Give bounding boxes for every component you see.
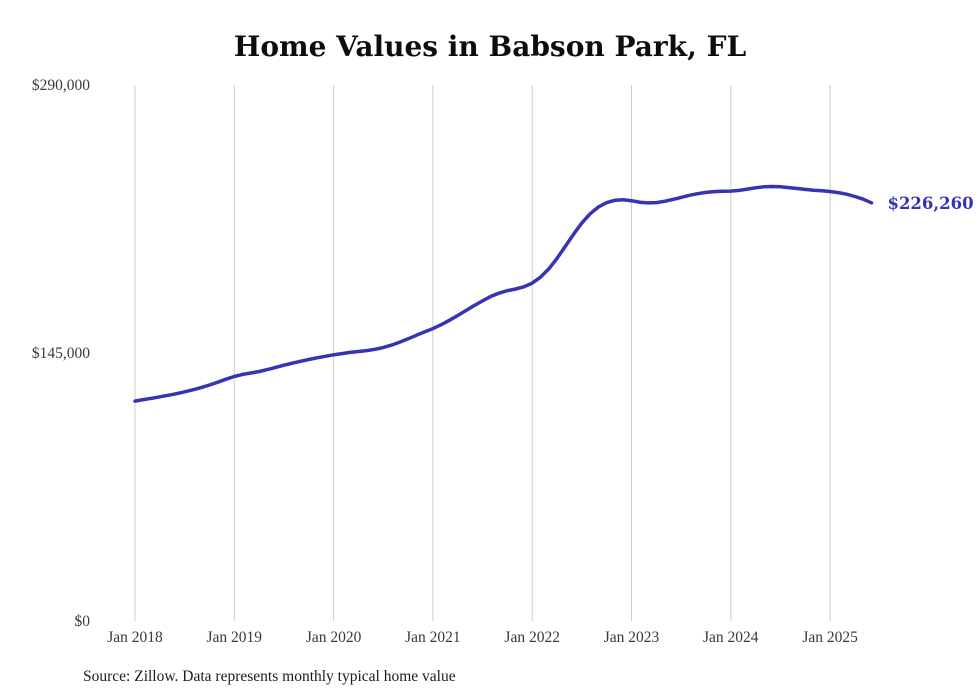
y-axis-tick-label: $0 (75, 613, 91, 630)
x-axis-tick-label: Jan 2021 (405, 629, 461, 646)
x-axis-tick-label: Jan 2024 (703, 629, 759, 646)
x-axis-tick-label: Jan 2023 (604, 629, 660, 646)
y-axis-tick-label: $290,000 (32, 77, 90, 94)
source-note: Source: Zillow. Data represents monthly … (83, 668, 456, 685)
x-axis-tick-label: Jan 2022 (504, 629, 560, 646)
home-value-series-line (133, 184, 874, 403)
x-axis-tick-label: Jan 2018 (107, 629, 163, 646)
x-axis-tick-label: Jan 2020 (306, 629, 362, 646)
latest-value-label: $226,260 (887, 194, 973, 213)
y-axis-tick-label: $145,000 (32, 345, 90, 362)
chart-title: Home Values in Babson Park, FL (233, 30, 747, 63)
x-axis-tick-label: Jan 2019 (207, 629, 263, 646)
x-axis-tick-label: Jan 2025 (802, 629, 858, 646)
